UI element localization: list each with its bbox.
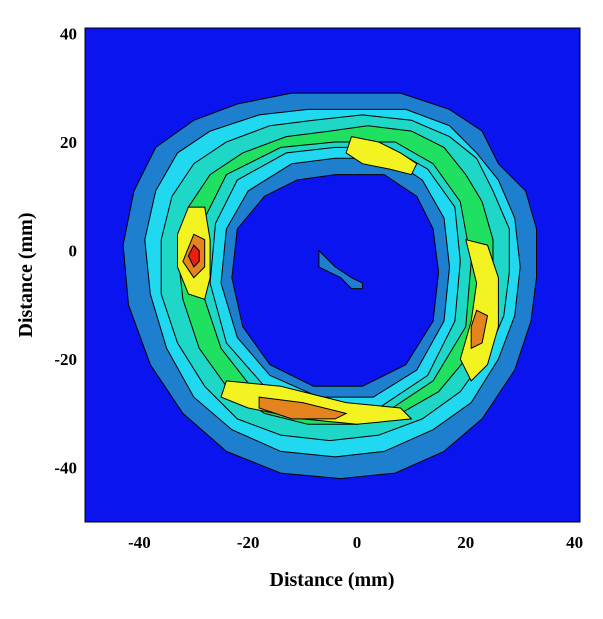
- y-tick-label: 0: [69, 242, 78, 261]
- contour-layers: [122, 92, 537, 480]
- y-tick-label: -40: [54, 459, 77, 478]
- x-axis-label: Distance (mm): [270, 569, 395, 591]
- x-tick-label: 0: [353, 533, 362, 552]
- contour-patch-level-6-2: [459, 239, 499, 382]
- x-axis-ticks: -40 -20 0 20 40: [128, 533, 583, 552]
- contour-patch-level-8-0: [187, 244, 200, 268]
- y-tick-label: 40: [60, 24, 77, 43]
- center-spot: [318, 249, 363, 290]
- x-tick-label: 40: [566, 533, 583, 552]
- contour-patch-level-7-1: [258, 396, 348, 420]
- contour-patch-level-7-2: [470, 309, 489, 350]
- y-tick-label: -20: [54, 350, 77, 369]
- x-tick-label: -40: [128, 533, 151, 552]
- x-tick-label: -20: [237, 533, 260, 552]
- y-axis-label: Distance (mm): [15, 213, 37, 338]
- y-tick-label: 20: [60, 133, 77, 152]
- y-axis-ticks: 40 20 0 -20 -40: [54, 24, 77, 477]
- contour-patch-level-6-1: [345, 136, 418, 176]
- x-tick-label: 20: [457, 533, 474, 552]
- contour-patch-level-6-3: [220, 380, 413, 425]
